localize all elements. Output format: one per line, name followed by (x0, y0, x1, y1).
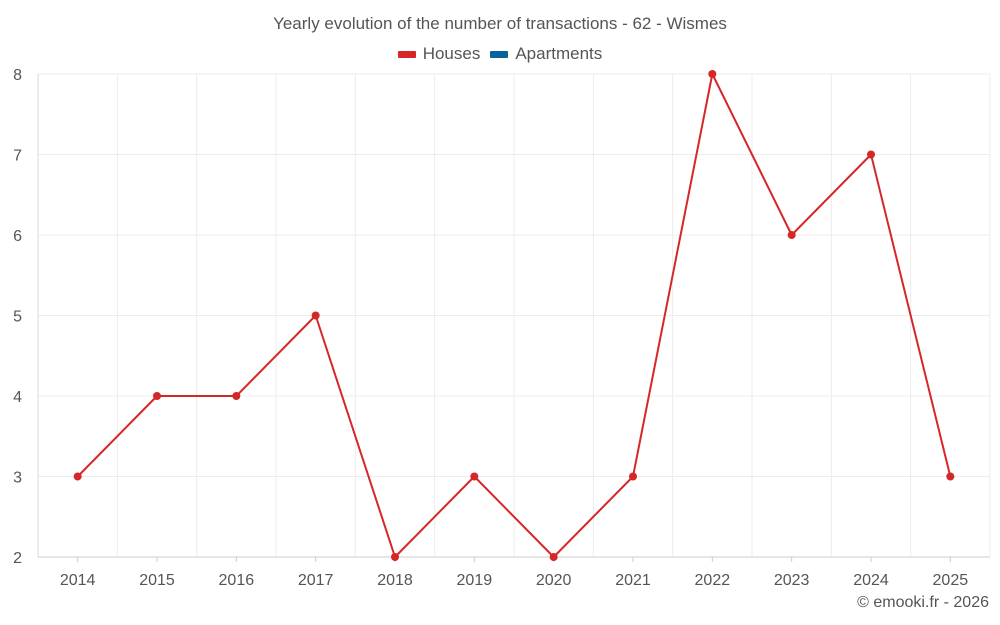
data-point[interactable] (232, 392, 241, 400)
x-tick-label: 2017 (298, 572, 334, 589)
y-tick-label: 6 (13, 228, 22, 245)
x-tick-label: 2024 (853, 572, 889, 589)
y-tick-label: 7 (13, 148, 22, 165)
legend-item-apartments[interactable]: Apartments (490, 44, 602, 64)
series-line-houses[interactable] (76, 73, 952, 558)
data-point[interactable] (787, 231, 796, 239)
x-tick-label: 2019 (457, 572, 493, 589)
legend: Houses Apartments (0, 44, 1000, 64)
y-tick-labels: 2 3 4 5 6 7 8 (13, 67, 22, 567)
data-point[interactable] (867, 150, 875, 159)
copyright-text: © emooki.fr - 2026 (857, 594, 989, 611)
legend-swatch-apartments (490, 50, 509, 58)
x-tick-label: 2020 (536, 572, 572, 589)
y-tick-label: 3 (13, 470, 22, 487)
legend-label-houses: Houses (422, 44, 481, 63)
data-point[interactable] (946, 472, 955, 481)
grid (37, 73, 991, 557)
data-point[interactable] (629, 472, 637, 481)
data-point[interactable] (153, 392, 161, 400)
y-tick-label: 2 (13, 550, 22, 567)
chart-title: Yearly evolution of the number of transa… (273, 14, 727, 33)
x-tick-label: 2014 (60, 572, 96, 589)
data-point[interactable] (311, 311, 320, 320)
y-tick-label: 4 (13, 389, 22, 406)
legend-label-apartments: Apartments (515, 44, 603, 63)
legend-swatch-houses (397, 50, 416, 58)
y-tick-label: 5 (13, 309, 22, 326)
x-tick-label: 2021 (615, 572, 651, 589)
axes (37, 74, 990, 562)
x-tick-label: 2016 (219, 572, 255, 589)
x-tick-labels: 2014 2015 2016 2017 2018 2019 2020 2021 2022 2023… (60, 572, 968, 589)
data-point[interactable] (549, 553, 558, 561)
x-tick-label: 2022 (695, 572, 731, 589)
x-tick-label: 2025 (933, 572, 969, 589)
y-tick-label: 8 (13, 67, 22, 84)
x-tick-label: 2018 (377, 572, 413, 589)
series-houses[interactable] (73, 70, 955, 561)
data-point[interactable] (708, 70, 717, 78)
x-tick-label: 2015 (139, 572, 175, 589)
data-point[interactable] (73, 472, 82, 481)
x-tick-label: 2023 (774, 572, 810, 589)
legend-item-houses[interactable]: Houses (397, 44, 481, 64)
data-point[interactable] (391, 553, 399, 561)
data-point[interactable] (470, 472, 479, 481)
